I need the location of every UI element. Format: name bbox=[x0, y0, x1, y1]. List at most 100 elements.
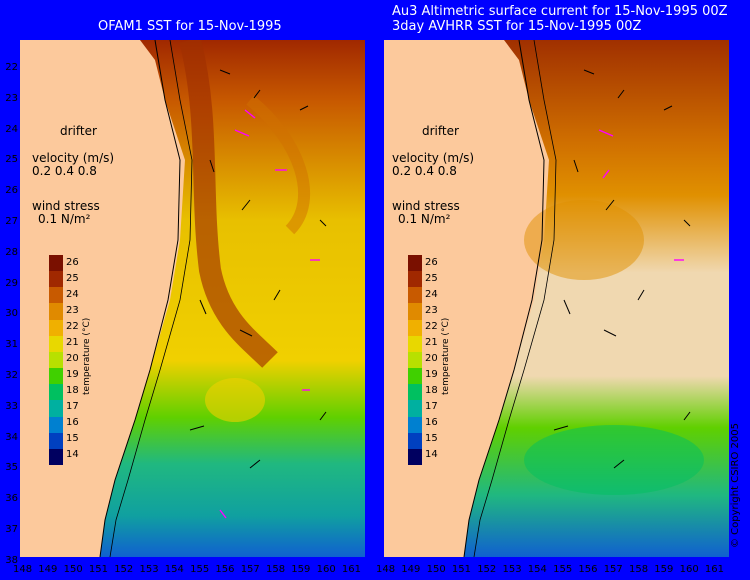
right-title-line1: Au3 Altimetric surface current for 15-No… bbox=[392, 4, 728, 19]
colorbar-tick: 26 bbox=[425, 257, 438, 268]
colorbar-right bbox=[408, 255, 422, 466]
colorbar-tick: 17 bbox=[66, 401, 79, 412]
colorbar-tick: 19 bbox=[425, 369, 438, 380]
colorbar-segment bbox=[49, 271, 63, 288]
colorbar-left bbox=[49, 255, 63, 466]
lat-tick: 35 bbox=[5, 462, 18, 474]
lon-tick: 150 bbox=[426, 564, 446, 575]
colorbar-segment bbox=[408, 384, 422, 401]
colorbar-segment bbox=[49, 335, 63, 353]
colorbar-tick: 14 bbox=[425, 449, 438, 460]
colorbar-tick: 21 bbox=[66, 337, 79, 348]
colorbar-segment bbox=[408, 400, 422, 418]
lon-tick: 157 bbox=[603, 564, 623, 575]
colorbar-tick: 19 bbox=[66, 369, 79, 380]
lon-tick: 149 bbox=[401, 564, 421, 575]
lon-tick: 158 bbox=[266, 564, 286, 575]
colorbar-segment bbox=[408, 368, 422, 385]
colorbar-tick: 17 bbox=[425, 401, 438, 412]
colorbar-tick: 20 bbox=[66, 353, 79, 364]
velocity-values-right: 0.2 0.4 0.8 bbox=[392, 164, 457, 178]
lon-tick: 151 bbox=[88, 564, 108, 575]
colorbar-tick: 18 bbox=[66, 385, 79, 396]
colorbar-segment bbox=[408, 432, 422, 450]
colorbar-tick: 24 bbox=[66, 289, 79, 300]
velocity-label-right: velocity (m/s) bbox=[392, 151, 475, 165]
lat-tick: 25 bbox=[5, 154, 18, 166]
colorbar-segment bbox=[408, 319, 422, 337]
lon-tick: 154 bbox=[527, 564, 547, 575]
right-title-line2: 3day AVHRR SST for 15-Nov-1995 00Z bbox=[392, 19, 642, 34]
drifter-label: drifter bbox=[60, 124, 97, 138]
lat-tick: 27 bbox=[5, 216, 18, 227]
lat-tick: 36 bbox=[5, 493, 18, 505]
lon-tick: 153 bbox=[502, 564, 522, 575]
lat-tick: 29 bbox=[5, 277, 18, 289]
lat-tick: 23 bbox=[5, 92, 18, 104]
lon-tick: 152 bbox=[477, 564, 497, 575]
colorbar-tick: 18 bbox=[425, 385, 438, 396]
colorbar-tick: 25 bbox=[66, 273, 79, 284]
lon-tick: 150 bbox=[63, 564, 83, 575]
lon-tick: 159 bbox=[291, 564, 311, 575]
lon-tick: 156 bbox=[578, 564, 598, 575]
colorbar-segment bbox=[408, 448, 422, 466]
lat-tick: 24 bbox=[5, 123, 18, 135]
lon-tick: 148 bbox=[13, 564, 33, 575]
colorbar-tick: 25 bbox=[425, 273, 438, 284]
velocity-label: velocity (m/s) bbox=[32, 151, 115, 165]
lat-tick: 28 bbox=[5, 246, 18, 258]
colorbar-segment bbox=[49, 432, 63, 450]
colorbar-tick: 15 bbox=[425, 433, 438, 444]
colorbar-tick: 16 bbox=[425, 417, 438, 428]
lon-tick: 153 bbox=[139, 564, 159, 575]
colorbar-segment bbox=[49, 287, 63, 304]
lat-tick: 30 bbox=[5, 308, 18, 320]
lon-tick: 154 bbox=[164, 564, 184, 575]
colorbar-segment bbox=[408, 287, 422, 304]
colorbar-segment bbox=[408, 255, 422, 272]
lat-tick: 26 bbox=[5, 185, 18, 197]
lat-tick: 32 bbox=[5, 370, 18, 381]
colorbar-segment bbox=[408, 351, 422, 369]
colorbar-tick: 23 bbox=[425, 305, 438, 316]
colorbar-tick: 22 bbox=[425, 321, 438, 332]
lon-tick: 152 bbox=[114, 564, 134, 575]
lon-tick: 161 bbox=[704, 564, 724, 575]
left-title: OFAM1 SST for 15-Nov-1995 bbox=[98, 19, 282, 34]
wind-value: 0.1 N/m² bbox=[38, 212, 91, 226]
colorbar-tick: 26 bbox=[66, 257, 79, 268]
colorbar-tick: 22 bbox=[66, 321, 79, 332]
lat-tick: 22 bbox=[5, 62, 18, 73]
colorbar-segment bbox=[408, 271, 422, 288]
colorbar-title-right: temperature (°C) bbox=[441, 317, 451, 395]
lon-tick: 160 bbox=[679, 564, 699, 575]
lon-tick: 149 bbox=[38, 564, 58, 575]
copyright: © Copyright CSIRO 2005 bbox=[730, 423, 741, 548]
colorbar-tick: 14 bbox=[66, 449, 79, 460]
lat-tick: 34 bbox=[5, 431, 18, 443]
lon-tick: 161 bbox=[341, 564, 361, 575]
wind-value-right: 0.1 N/m² bbox=[398, 212, 451, 226]
lon-tick: 156 bbox=[215, 564, 235, 575]
lon-tick: 160 bbox=[316, 564, 336, 575]
left-map bbox=[20, 40, 365, 557]
colorbar-tick: 16 bbox=[66, 417, 79, 428]
wind-label: wind stress bbox=[32, 199, 100, 213]
lat-tick: 38 bbox=[5, 554, 18, 566]
colorbar-tick: 20 bbox=[425, 353, 438, 364]
lon-tick: 155 bbox=[190, 564, 210, 575]
lon-tick: 157 bbox=[240, 564, 260, 575]
lat-tick: 37 bbox=[5, 524, 18, 535]
colorbar-title-left: temperature (°C) bbox=[82, 317, 92, 395]
colorbar-segment bbox=[49, 319, 63, 337]
lon-tick: 151 bbox=[451, 564, 471, 575]
colorbar-segment bbox=[49, 255, 63, 272]
wind-label-right: wind stress bbox=[392, 199, 460, 213]
colorbar-segment bbox=[49, 368, 63, 385]
drifter-label-right: drifter bbox=[422, 124, 459, 138]
velocity-values: 0.2 0.4 0.8 bbox=[32, 164, 97, 178]
right-map bbox=[384, 40, 729, 557]
colorbar-segment bbox=[49, 351, 63, 369]
colorbar-segment bbox=[408, 416, 422, 434]
